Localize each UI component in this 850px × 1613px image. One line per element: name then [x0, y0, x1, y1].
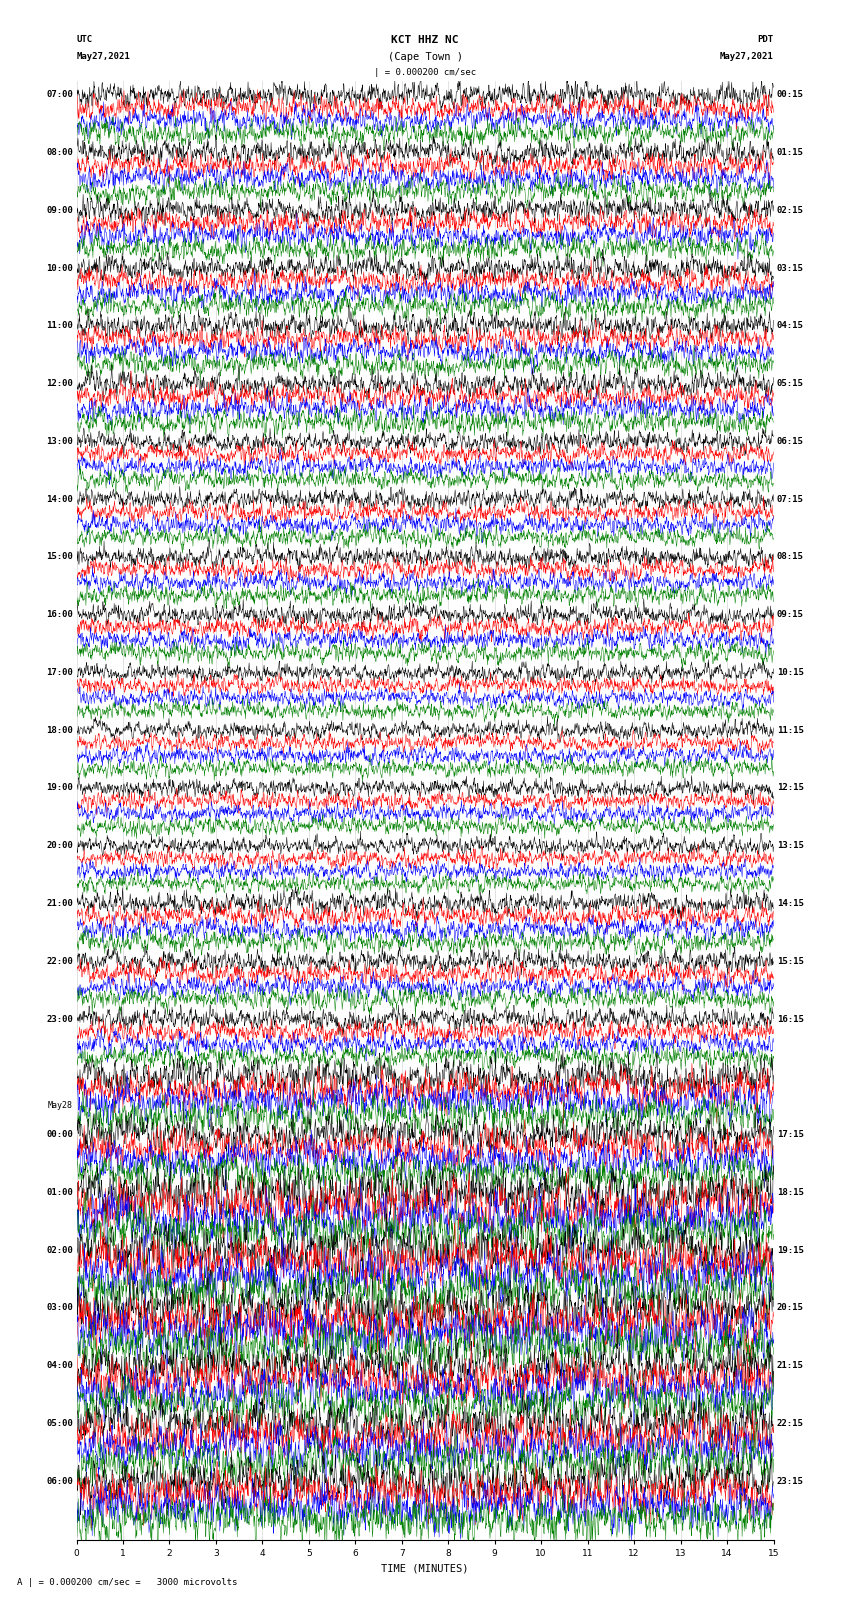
- Text: 12:00: 12:00: [46, 379, 73, 389]
- Text: 13:00: 13:00: [46, 437, 73, 445]
- Text: 05:00: 05:00: [46, 1419, 73, 1428]
- Text: 17:00: 17:00: [46, 668, 73, 677]
- Text: 20:15: 20:15: [777, 1303, 804, 1313]
- Text: 19:15: 19:15: [777, 1245, 804, 1255]
- Text: 16:15: 16:15: [777, 1015, 804, 1024]
- Text: 20:00: 20:00: [46, 842, 73, 850]
- Text: 06:00: 06:00: [46, 1478, 73, 1486]
- Text: 09:15: 09:15: [777, 610, 804, 619]
- Text: 02:00: 02:00: [46, 1245, 73, 1255]
- Text: 22:15: 22:15: [777, 1419, 804, 1428]
- Text: 23:15: 23:15: [777, 1478, 804, 1486]
- Text: 19:00: 19:00: [46, 784, 73, 792]
- Text: 02:15: 02:15: [777, 206, 804, 215]
- Text: 10:00: 10:00: [46, 263, 73, 273]
- Text: 04:15: 04:15: [777, 321, 804, 331]
- Text: 17:15: 17:15: [777, 1131, 804, 1139]
- Text: 04:00: 04:00: [46, 1361, 73, 1369]
- Text: (Cape Town ): (Cape Town ): [388, 52, 462, 61]
- Text: 05:15: 05:15: [777, 379, 804, 389]
- Text: 21:00: 21:00: [46, 898, 73, 908]
- Text: May27,2021: May27,2021: [720, 52, 774, 61]
- Text: KCT HHZ NC: KCT HHZ NC: [391, 35, 459, 45]
- Text: 08:15: 08:15: [777, 552, 804, 561]
- Text: 16:00: 16:00: [46, 610, 73, 619]
- Text: 15:15: 15:15: [777, 957, 804, 966]
- Text: May28: May28: [48, 1102, 73, 1110]
- Text: 18:00: 18:00: [46, 726, 73, 734]
- Text: 13:15: 13:15: [777, 842, 804, 850]
- Text: 11:00: 11:00: [46, 321, 73, 331]
- Text: 07:00: 07:00: [46, 90, 73, 100]
- Text: 09:00: 09:00: [46, 206, 73, 215]
- Text: 08:00: 08:00: [46, 148, 73, 156]
- Text: 14:00: 14:00: [46, 495, 73, 503]
- Text: 14:15: 14:15: [777, 898, 804, 908]
- Text: 23:00: 23:00: [46, 1015, 73, 1024]
- Text: 00:00: 00:00: [46, 1131, 73, 1139]
- Text: 03:00: 03:00: [46, 1303, 73, 1313]
- X-axis label: TIME (MINUTES): TIME (MINUTES): [382, 1565, 468, 1574]
- Text: 01:00: 01:00: [46, 1187, 73, 1197]
- Text: 01:15: 01:15: [777, 148, 804, 156]
- Text: 12:15: 12:15: [777, 784, 804, 792]
- Text: 15:00: 15:00: [46, 552, 73, 561]
- Text: 11:15: 11:15: [777, 726, 804, 734]
- Text: A | = 0.000200 cm/sec =   3000 microvolts: A | = 0.000200 cm/sec = 3000 microvolts: [17, 1578, 237, 1587]
- Text: 07:15: 07:15: [777, 495, 804, 503]
- Text: 03:15: 03:15: [777, 263, 804, 273]
- Text: May27,2021: May27,2021: [76, 52, 130, 61]
- Text: UTC: UTC: [76, 35, 93, 45]
- Text: 18:15: 18:15: [777, 1187, 804, 1197]
- Text: | = 0.000200 cm/sec: | = 0.000200 cm/sec: [374, 68, 476, 77]
- Text: PDT: PDT: [757, 35, 774, 45]
- Text: 10:15: 10:15: [777, 668, 804, 677]
- Text: 00:15: 00:15: [777, 90, 804, 100]
- Text: 22:00: 22:00: [46, 957, 73, 966]
- Text: 21:15: 21:15: [777, 1361, 804, 1369]
- Text: 06:15: 06:15: [777, 437, 804, 445]
